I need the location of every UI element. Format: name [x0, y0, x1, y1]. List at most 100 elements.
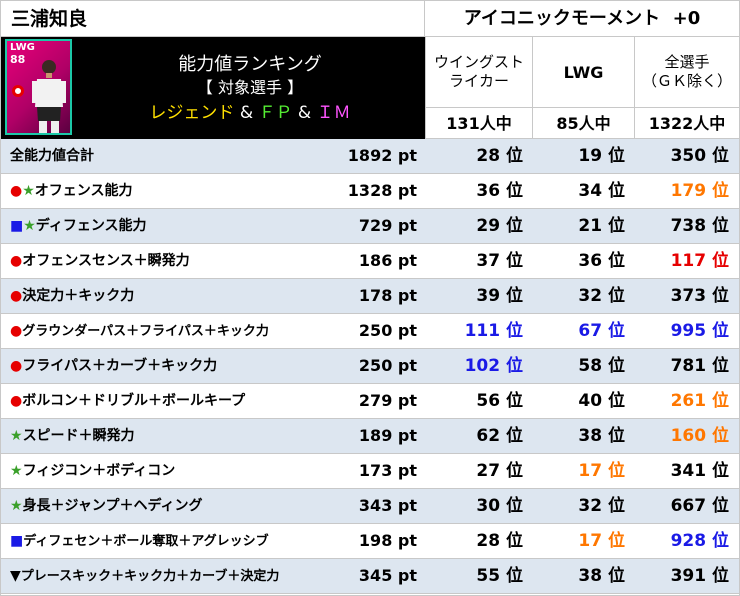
green-star-icon: ★: [23, 218, 36, 234]
green-star-icon: ★: [10, 498, 23, 514]
stat-points: 1892 pt: [347, 146, 417, 165]
rank-value: 30 位: [476, 496, 523, 516]
stat-points: 173 pt: [358, 461, 417, 480]
stat-name: フライパス＋カーブ＋キック力: [22, 358, 218, 374]
table-row: ●★オフェンス能力 1328 pt 36 位 34 位 179 位: [1, 174, 739, 209]
red-circle-icon: ●: [10, 323, 23, 339]
rank-value: 995 位: [670, 321, 729, 341]
column-header-line: ライカー: [448, 72, 509, 90]
rank-value: 350 位: [670, 146, 729, 166]
rank-value: 341 位: [670, 461, 729, 481]
stat-points: 343 pt: [358, 496, 417, 515]
column-header-line: ウイングスト: [433, 53, 524, 71]
rank-value: 111 位: [464, 321, 523, 341]
stat-name: ディフェンス能力: [35, 218, 147, 234]
rank-value: 38 位: [578, 426, 625, 446]
rank-value: 62 位: [476, 426, 523, 446]
blue-square-icon: ■: [10, 218, 24, 234]
column-count: 131人中: [425, 108, 533, 139]
stat-label: ●決定力＋キック力: [10, 279, 134, 313]
rank-value: 37 位: [476, 251, 523, 271]
rank-value: 32 位: [578, 496, 625, 516]
tag-separator: &: [292, 103, 317, 123]
stat-label: ■★ディフェンス能力: [10, 209, 147, 243]
red-circle-icon: ●: [10, 393, 23, 409]
table-row: ●フライパス＋カーブ＋キック力 250 pt 102 位 58 位 781 位: [1, 349, 739, 384]
rank-value: 928 位: [670, 531, 729, 551]
table-row: ■ディフェセン＋ボール奪取＋アグレッシブ 198 pt 28 位 17 位 928 位: [1, 524, 739, 559]
stat-points: 178 pt: [358, 286, 417, 305]
rank-value: 29 位: [476, 216, 523, 236]
tag-im: ＩＭ: [316, 103, 351, 123]
rank-value: 67 位: [578, 321, 625, 341]
rank-value: 38 位: [578, 566, 625, 586]
stat-label: ●フライパス＋カーブ＋キック力: [10, 349, 217, 383]
stat-name: 決定力＋キック力: [22, 288, 135, 304]
rank-value: 102 位: [464, 356, 523, 376]
black-triangle-icon: ▼: [10, 568, 21, 584]
stat-name: フィジコン＋ボディコン: [22, 463, 176, 479]
rank-value: 21 位: [578, 216, 625, 236]
rank-value: 373 位: [670, 286, 729, 306]
rank-value: 56 位: [476, 391, 523, 411]
red-circle-icon: ●: [10, 288, 23, 304]
table-row: 全能力値合計 1892 pt 28 位 19 位 350 位: [1, 139, 739, 174]
stat-label: ●★オフェンス能力: [10, 174, 133, 208]
banner-target-tags: レジェンド & ＦＰ & ＩＭ: [75, 103, 425, 123]
tag-legend: レジェンド: [149, 103, 235, 123]
stat-label: ●ボルコン＋ドリブル＋ボールキープ: [10, 384, 245, 418]
stat-name: 身長＋ジャンプ＋ヘディング: [22, 498, 203, 514]
table-row: ■★ディフェンス能力 729 pt 29 位 21 位 738 位: [1, 209, 739, 244]
stat-label: ■ディフェセン＋ボール奪取＋アグレッシブ: [10, 524, 269, 558]
rank-value: 117 位: [670, 251, 729, 271]
rank-value: 27 位: [476, 461, 523, 481]
banner-title: 能力値ランキング: [178, 54, 322, 75]
player-photo: [32, 60, 66, 133]
column-count: 1322人中: [635, 108, 739, 139]
column-header-line: 全選手: [664, 53, 710, 71]
rank-value: 179 位: [670, 181, 729, 201]
rank-value: 781 位: [670, 356, 729, 376]
column-count: 85人中: [533, 108, 635, 139]
stat-label: ★スピード＋瞬発力: [10, 419, 135, 453]
stat-points: 198 pt: [358, 531, 417, 550]
stat-name: プレースキック＋キック力＋カーブ＋決定力: [20, 569, 280, 584]
rank-value: 17 位: [578, 531, 625, 551]
stat-label: ★身長＋ジャンプ＋ヘディング: [10, 489, 202, 523]
rank-value: 160 位: [670, 426, 729, 446]
rank-value: 28 位: [476, 531, 523, 551]
red-circle-icon: ●: [10, 183, 23, 199]
stat-label: 全能力値合計: [10, 139, 94, 173]
stat-label: ●グラウンダーパス＋フライパス＋キック力: [10, 314, 269, 348]
rank-value: 391 位: [670, 566, 729, 586]
player-name: 三浦知良: [1, 1, 425, 37]
team-emblem-icon: [12, 85, 24, 97]
rank-value: 738 位: [670, 216, 729, 236]
rank-value: 667 位: [670, 496, 729, 516]
rank-value: 55 位: [476, 566, 523, 586]
rank-value: 28 位: [476, 146, 523, 166]
column-header-position-group: ウイングスト ライカー: [425, 37, 533, 108]
stat-points: 345 pt: [358, 566, 417, 585]
card-overall: 88: [10, 53, 26, 66]
stat-label: ▼プレースキック＋キック力＋カーブ＋決定力: [10, 559, 279, 593]
green-star-icon: ★: [10, 428, 23, 444]
stat-name: ボルコン＋ドリブル＋ボールキープ: [22, 393, 246, 409]
rank-value: 36 位: [578, 251, 625, 271]
stat-points: 279 pt: [358, 391, 417, 410]
stat-points: 189 pt: [358, 426, 417, 445]
stat-points: 1328 pt: [347, 181, 417, 200]
column-header-position: LWG: [533, 37, 635, 108]
table-row: ★フィジコン＋ボディコン 173 pt 27 位 17 位 341 位: [1, 454, 739, 489]
blue-square-icon: ■: [10, 533, 24, 549]
tag-separator: &: [234, 103, 259, 123]
rank-value: 39 位: [476, 286, 523, 306]
green-star-icon: ★: [22, 183, 35, 199]
rank-value: 40 位: [578, 391, 625, 411]
column-header-line: （ＧＫ除く）: [641, 72, 732, 90]
table-row: ★スピード＋瞬発力 189 pt 62 位 38 位 160 位: [1, 419, 739, 454]
card-position: LWG: [10, 42, 35, 53]
stat-label: ●オフェンスセンス＋瞬発力: [10, 244, 190, 278]
player-card: LWG 88: [5, 39, 72, 135]
